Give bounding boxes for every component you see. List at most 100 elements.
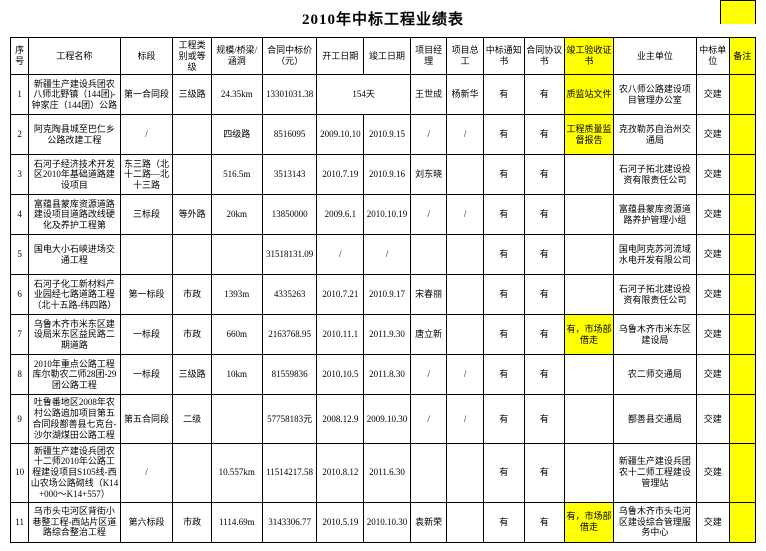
table-cell: 2010.5.19 [317,502,364,542]
table-cell: / [410,195,447,235]
table-cell: / [447,115,484,155]
table-cell: / [317,235,364,275]
table-cell: 57758183元 [262,395,317,443]
table-cell: 3 [11,155,29,195]
table-cell [729,115,756,155]
table-cell: 2009.10.10 [317,115,364,155]
table-cell: 4 [11,195,29,235]
table-cell: 有 [524,502,565,542]
table-cell: 有 [483,275,524,315]
table-cell: 有，市场部借走 [565,315,614,355]
table-row: 3石河子经济技术开发区2010年基础道路建设项目东三路（北十二路—北十三路516… [11,155,756,195]
table-cell: 乌市头屯河区背街小巷整工程-西站片区道路综合整治工程 [29,502,120,542]
table-cell: 2010.10.19 [364,195,411,235]
table-row: 5国电大小石峡进场交通工程31518131.09//有有国电阿克苏河流域水电开发… [11,235,756,275]
table-cell: 2010.10.30 [364,502,411,542]
table-cell: 10.557km [211,443,262,502]
table-cell: 有 [524,75,565,115]
table-cell: 2010.9.15 [364,115,411,155]
table-cell [729,315,756,355]
table-cell: 杨新华 [447,75,484,115]
table-cell: 10km [211,355,262,395]
table-row: 2阿克陶县城至巴仁乡公路改建工程/四级路85160952009.10.10201… [11,115,756,155]
table-cell: 10 [11,443,29,502]
table-cell: 乌鲁木齐市头屯河区建设综合管理服务中心 [613,502,696,542]
table-cell: 国电阿克苏河流域水电开发有限公司 [613,235,696,275]
table-cell: 交建 [697,155,729,195]
table-cell: 8 [11,355,29,395]
table-cell: 31518131.09 [262,235,317,275]
table-cell: 9 [11,395,29,443]
table-cell [410,235,447,275]
th-start: 开工日期 [317,38,364,75]
table-cell: 三级路 [173,75,212,115]
table-cell: 唐立新 [410,315,447,355]
table-cell: 新疆生产建设兵团农八师北野镇（144团)-钟家庄（144团）公路 [29,75,120,115]
th-notice: 中标通知书 [483,38,524,75]
table-cell: 81559836 [262,355,317,395]
table-cell [729,195,756,235]
table-cell: 2010.7.21 [317,275,364,315]
table-row: 9吐鲁番地区2008年农村公路追加项目第五合同段鄯善县七克台-沙尔湖煤田公路工程… [11,395,756,443]
table-cell: 3513143 [262,155,317,195]
th-accept: 竣工验收证书 [565,38,614,75]
table-cell [565,235,614,275]
table-cell: 市政 [173,275,212,315]
table-cell: 交建 [697,395,729,443]
table-cell: 有 [524,195,565,235]
table-row: 82010年重点公路工程库尔勒农二师28团-29团公路工程一标段三级路10km8… [11,355,756,395]
table-cell: 2010.10.5 [317,355,364,395]
table-cell: 鄯善县交通局 [613,395,696,443]
table-cell: 市政 [173,315,212,355]
table-cell: 第一合同段 [120,75,173,115]
table-cell: 有 [524,443,565,502]
table-cell: 富蕴县蒙库资源道路养护管理小组 [613,195,696,235]
table-cell: 2163768.95 [262,315,317,355]
table-cell: 质监站文件 [565,75,614,115]
table-cell [211,395,262,443]
table-cell: 2010.7.19 [317,155,364,195]
table-cell [447,443,484,502]
table-cell: 有 [524,235,565,275]
table-cell: 516.5m [211,155,262,195]
table-cell [729,395,756,443]
table-cell: 11514217.58 [262,443,317,502]
table-cell: 2010年重点公路工程库尔勒农二师28团-29团公路工程 [29,355,120,395]
table-cell [447,235,484,275]
table-cell: 王世成 [410,75,447,115]
table-cell: / [120,115,173,155]
th-scale: 规模/桥梁/涵洞 [211,38,262,75]
table-cell: 有 [483,315,524,355]
table-cell [565,275,614,315]
table-cell: 第六标段 [120,502,173,542]
table-cell: 石河子拓北建设投资有限责任公司 [613,275,696,315]
table-cell: 富蕴县蒙库资源道路建设项目道路改线硬化及养护工程第 [29,195,120,235]
table-cell: 市政 [173,502,212,542]
table-cell: 有 [483,502,524,542]
table-cell: 新疆生产建设兵团农十二师工程建设管理站 [613,443,696,502]
table-cell [120,235,173,275]
table-cell: / [410,395,447,443]
table-cell: 四级路 [211,115,262,155]
table-cell: 有 [524,115,565,155]
table-cell [729,235,756,275]
table-cell: 24.35km [211,75,262,115]
table-cell: 有 [524,275,565,315]
table-cell: 交建 [697,195,729,235]
table-cell: 有 [483,355,524,395]
table-cell: 有 [524,355,565,395]
header-row: 序号 工程名称 标段 工程类别或等级 规模/桥梁/涵洞 合同中标价（元） 开工日… [11,38,756,75]
table-cell: / [120,443,173,502]
table-cell: 1 [11,75,29,115]
table-cell: 20km [211,195,262,235]
table-cell: 有 [483,115,524,155]
th-agree: 合同协议书 [524,38,565,75]
table-cell: 8516095 [262,115,317,155]
table-cell [173,235,212,275]
table-cell: 等外路 [173,195,212,235]
table-cell: 交建 [697,443,729,502]
table-cell: 石河子拓北建设投资有限责任公司 [613,155,696,195]
table-cell: / [410,115,447,155]
table-cell [173,155,212,195]
th-mgr: 项目经理 [410,38,447,75]
